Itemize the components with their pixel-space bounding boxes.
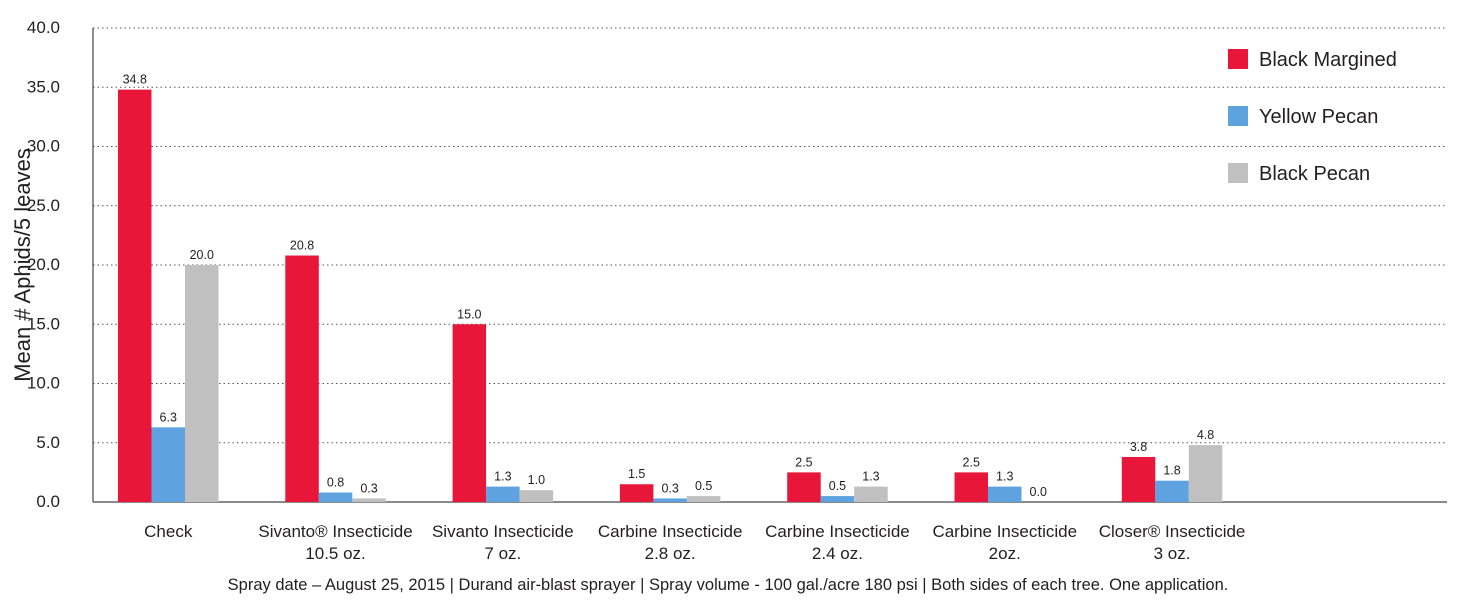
data-label: 1.3	[494, 470, 511, 484]
legend-swatch	[1228, 163, 1248, 183]
y-tick-label: 5.0	[36, 433, 60, 452]
bar	[352, 498, 386, 502]
legend-swatch	[1228, 49, 1248, 69]
bar	[452, 324, 487, 502]
data-label: 3.8	[1130, 440, 1147, 454]
x-tick-label: Carbine Insecticide	[598, 522, 743, 541]
footnote: Spray date – August 25, 2015 | Durand ai…	[228, 576, 1229, 594]
bar	[820, 496, 855, 502]
data-labels: 34.8 6.3 20.0 20.8 0.8 0.3 15.0 1.3 1.0 1.5 0.3 0.5…	[123, 73, 1215, 499]
data-label: 0.8	[327, 476, 344, 490]
y-tick-label: 15.0	[27, 314, 60, 333]
data-label: 0.3	[661, 481, 678, 495]
x-axis-ticks: Check Sivanto® Insecticide 10.5 oz. Sivanto…	[144, 522, 1245, 563]
x-tick-label: Carbine Insecticide	[765, 522, 910, 541]
y-tick-label: 30.0	[27, 137, 60, 156]
bar	[1121, 456, 1156, 502]
bar	[619, 484, 654, 502]
x-tick-label: Sivanto Insecticide	[432, 522, 574, 541]
legend-label: Black Pecan	[1259, 163, 1370, 185]
x-tick-label: 2.8 oz.	[645, 544, 696, 563]
data-label: 0.0	[1030, 485, 1047, 499]
x-tick-label: Sivanto® Insecticide	[258, 522, 412, 541]
y-axis-label: Mean # Aphids/5 leaves	[10, 148, 35, 382]
x-tick-label: 10.5 oz.	[305, 544, 366, 563]
x-tick-label: Carbine Insecticide	[932, 522, 1077, 541]
bar	[653, 498, 687, 502]
data-label: 20.8	[290, 239, 314, 253]
legend-swatch	[1228, 106, 1248, 126]
bar	[486, 486, 520, 502]
data-label: 1.3	[862, 470, 879, 484]
x-tick-label: Check	[144, 522, 193, 541]
bar	[185, 265, 219, 502]
y-tick-label: 35.0	[27, 77, 60, 96]
data-label: 2.5	[795, 455, 812, 469]
legend-label: Yellow Pecan	[1259, 106, 1378, 128]
data-label: 0.3	[360, 481, 377, 495]
y-axis-ticks: 0.0 5.0 10.0 15.0 20.0 25.0 30.0 35.0 40.0	[27, 18, 60, 511]
bar	[1188, 445, 1223, 502]
bar	[118, 89, 152, 503]
y-tick-label: 20.0	[27, 255, 60, 274]
data-label: 34.8	[123, 73, 147, 87]
bar	[285, 255, 319, 502]
data-label: 1.8	[1163, 464, 1180, 478]
data-label: 0.5	[829, 479, 846, 493]
legend: Black Margined Yellow Pecan Black Pecan	[1228, 49, 1397, 185]
data-label: 1.3	[996, 470, 1013, 484]
bar	[787, 472, 821, 502]
data-label: 6.3	[160, 410, 177, 424]
bar	[1155, 480, 1189, 502]
y-tick-label: 0.0	[36, 492, 60, 511]
y-tick-label: 10.0	[27, 374, 60, 393]
y-tick-label: 25.0	[27, 196, 60, 215]
bar	[686, 496, 721, 502]
legend-label: Black Margined	[1259, 49, 1397, 71]
bar	[519, 490, 554, 502]
x-tick-label: 2oz.	[989, 544, 1021, 563]
data-label: 15.0	[457, 307, 481, 321]
x-tick-label: 3 oz.	[1154, 544, 1191, 563]
bar	[854, 486, 888, 502]
x-tick-label: 7 oz.	[484, 544, 521, 563]
bar-marks	[118, 89, 1223, 503]
x-tick-label: Closer® Insecticide	[1099, 522, 1246, 541]
data-label: 2.5	[963, 455, 980, 469]
data-label: 20.0	[190, 248, 214, 262]
data-label: 4.8	[1197, 428, 1214, 442]
y-tick-label: 40.0	[27, 18, 60, 37]
data-label: 0.5	[695, 479, 712, 493]
data-label: 1.0	[528, 473, 545, 487]
x-tick-label: 2.4 oz.	[812, 544, 863, 563]
bar	[988, 486, 1022, 502]
bar	[318, 492, 353, 502]
bar	[151, 427, 185, 502]
bar	[954, 472, 988, 502]
data-label: 1.5	[628, 467, 645, 481]
